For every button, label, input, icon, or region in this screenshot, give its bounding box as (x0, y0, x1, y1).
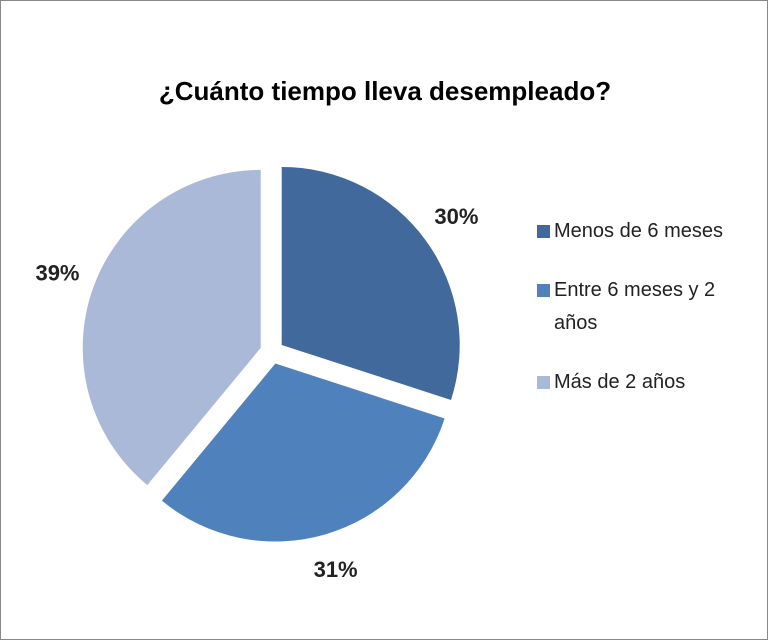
legend-item: Menos de 6 meses (537, 215, 762, 248)
chart-title: ¿Cuánto tiempo lleva desempleado? (159, 76, 611, 106)
legend-label: Entre 6 meses y 2 años (554, 279, 716, 334)
legend-swatch (537, 376, 550, 389)
legend: Menos de 6 meses Entre 6 meses y 2 años Má… (537, 215, 762, 425)
pie-slice (161, 363, 445, 542)
legend-swatch (537, 225, 550, 238)
legend-swatch (537, 284, 550, 297)
legend-label: Menos de 6 meses (554, 220, 723, 242)
data-label: 31% (314, 557, 358, 582)
pie-slice (82, 169, 261, 486)
legend-item: Entre 6 meses y 2 años (537, 274, 762, 340)
data-label: 30% (434, 204, 478, 229)
pie-slice (281, 166, 460, 400)
legend-label: Más de 2 años (554, 371, 686, 393)
data-label: 39% (35, 261, 79, 286)
legend-item: Más de 2 años (537, 366, 762, 399)
